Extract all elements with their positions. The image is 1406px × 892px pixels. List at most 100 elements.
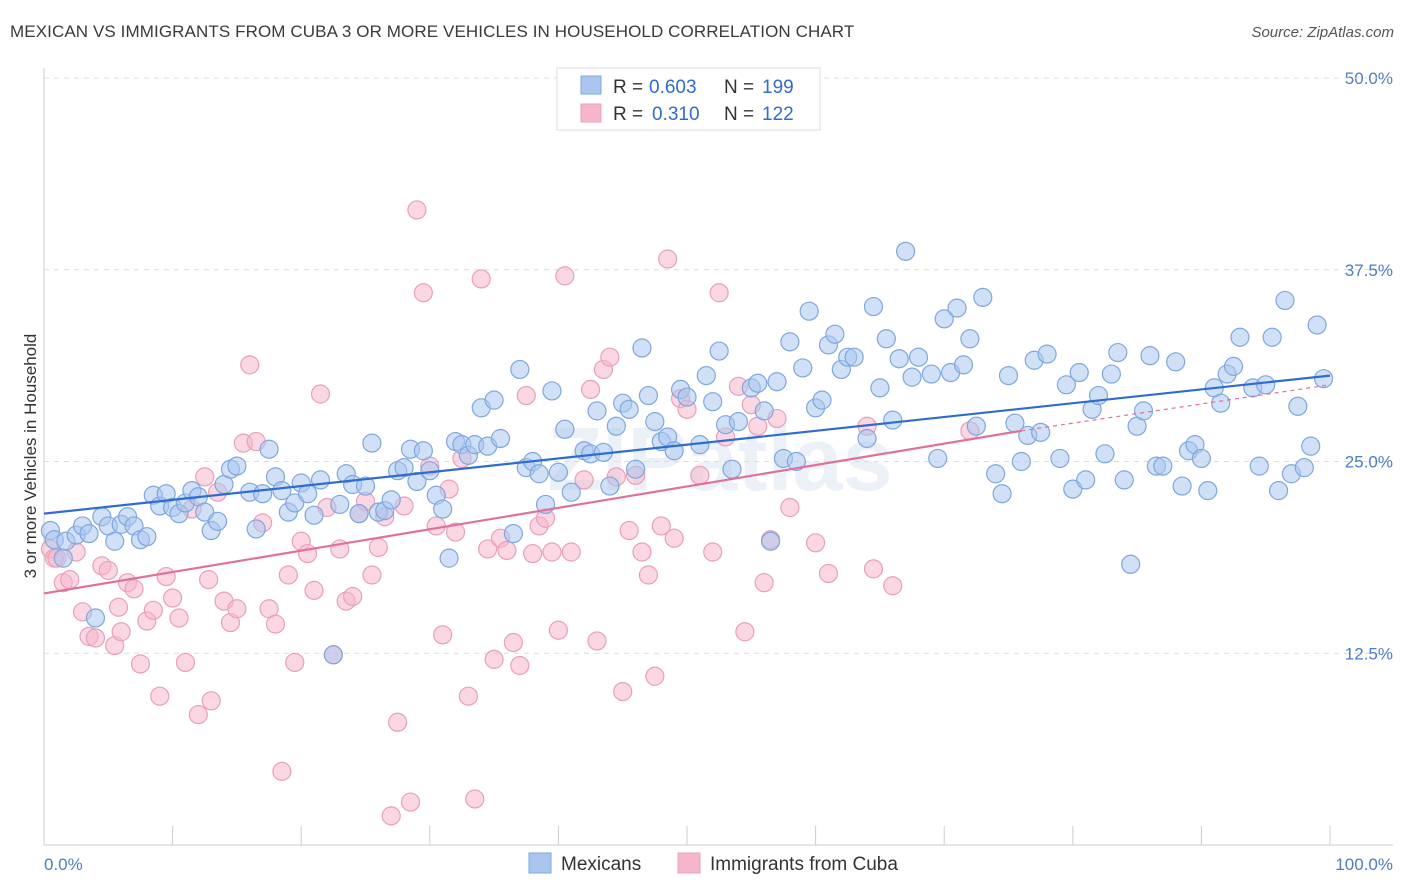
point-cuba <box>638 565 659 585</box>
trendline-mexicans <box>43 374 1331 515</box>
point-cuba <box>818 563 839 584</box>
point-mexicans <box>1249 456 1269 476</box>
point-cuba <box>709 283 729 303</box>
point-mexicans <box>227 456 247 476</box>
point-mexicans <box>1114 470 1134 490</box>
point-mexicans <box>503 523 523 544</box>
point-cuba <box>805 533 826 553</box>
legend-r-label-mexicans: R = <box>613 77 643 98</box>
point-mexicans <box>439 548 459 568</box>
point-mexicans <box>889 349 909 369</box>
series-mexicans-points <box>40 241 1334 665</box>
point-cuba <box>471 269 491 289</box>
point-mexicans <box>812 390 832 410</box>
point-cuba <box>265 614 286 634</box>
point-cuba <box>574 470 594 490</box>
point-cuba <box>754 573 774 593</box>
point-cuba <box>278 565 298 585</box>
point-mexicans <box>619 399 639 419</box>
point-mexicans <box>754 401 774 421</box>
legend-swatch-mexicans <box>580 75 602 95</box>
point-mexicans <box>310 470 331 490</box>
point-mexicans <box>1011 451 1031 472</box>
point-cuba <box>407 200 427 220</box>
point-cuba <box>632 542 652 562</box>
point-cuba <box>175 652 196 673</box>
chart-title: MEXICAN VS IMMIGRANTS FROM CUBA 3 OR MOR… <box>10 22 855 41</box>
point-mexicans <box>696 365 716 386</box>
point-cuba <box>400 792 421 812</box>
point-mexicans <box>928 448 948 469</box>
legend-box: R = 0.603 N = 199 R = 0.310 N = 122 <box>556 67 821 131</box>
x-tick-label-max: 100.0% <box>1335 855 1393 874</box>
point-cuba <box>863 559 884 579</box>
source-label: Source: ZipAtlas.com <box>1251 24 1394 41</box>
bottom-legend: Mexicans Immigrants from Cuba <box>528 852 898 875</box>
point-mexicans <box>1166 352 1186 372</box>
point-cuba <box>304 580 324 600</box>
point-cuba <box>600 347 620 367</box>
y-tick-label: 37.5% <box>1345 261 1393 280</box>
point-mexicans <box>1095 444 1115 464</box>
point-cuba <box>613 681 633 702</box>
point-mexicans <box>510 359 530 380</box>
bottom-legend-swatch-cuba <box>677 852 701 874</box>
point-cuba <box>150 686 170 706</box>
point-cuba <box>497 540 517 561</box>
point-cuba <box>587 631 607 651</box>
point-mexicans <box>844 347 864 367</box>
point-mexicans <box>793 358 813 378</box>
point-mexicans <box>1069 362 1089 383</box>
legend-n-label-mexicans: N = <box>724 77 754 98</box>
point-cuba <box>108 597 129 617</box>
point-mexicans <box>709 341 729 361</box>
point-mexicans <box>908 347 929 367</box>
point-mexicans <box>304 505 324 525</box>
point-mexicans <box>1056 375 1076 395</box>
point-cuba <box>780 497 800 518</box>
point-mexicans <box>921 364 941 384</box>
legend-n-value-cuba: 122 <box>762 104 794 125</box>
point-mexicans <box>561 482 581 502</box>
point-mexicans <box>998 365 1019 386</box>
point-cuba <box>195 467 215 487</box>
x-tick-label-min: 0.0% <box>44 855 83 874</box>
point-mexicans <box>728 412 749 432</box>
point-mexicans <box>966 416 986 436</box>
legend-swatch-cuba <box>580 103 602 123</box>
point-mexicans <box>960 329 980 349</box>
point-cuba <box>510 655 530 676</box>
point-mexicans <box>272 481 292 501</box>
point-cuba <box>368 537 388 558</box>
point-mexicans <box>253 484 273 504</box>
point-mexicans <box>1288 396 1308 416</box>
point-cuba <box>484 649 504 669</box>
point-cuba <box>272 761 292 781</box>
point-mexicans <box>1050 448 1070 469</box>
point-mexicans <box>1037 344 1057 364</box>
point-mexicans <box>1108 342 1128 363</box>
bottom-legend-label-mexicans: Mexicans <box>561 854 641 875</box>
point-cuba <box>298 543 318 564</box>
point-mexicans <box>1313 369 1334 389</box>
point-cuba <box>362 565 382 585</box>
point-cuba <box>426 516 446 536</box>
point-mexicans <box>433 499 453 519</box>
point-mexicans <box>246 519 266 539</box>
point-mexicans <box>105 531 125 551</box>
point-mexicans <box>484 390 504 410</box>
point-mexicans <box>1256 375 1276 395</box>
point-mexicans <box>330 494 350 515</box>
point-mexicans <box>1230 327 1250 347</box>
point-cuba <box>413 283 433 303</box>
trend-lines <box>43 374 1331 595</box>
point-mexicans <box>1140 346 1160 366</box>
point-mexicans <box>1301 436 1321 456</box>
point-cuba <box>156 566 176 587</box>
point-mexicans <box>748 373 768 393</box>
point-mexicans <box>137 527 157 547</box>
point-mexicans <box>1268 481 1289 501</box>
point-cuba <box>285 652 305 673</box>
point-mexicans <box>555 419 575 439</box>
series-cuba-points <box>40 200 980 826</box>
